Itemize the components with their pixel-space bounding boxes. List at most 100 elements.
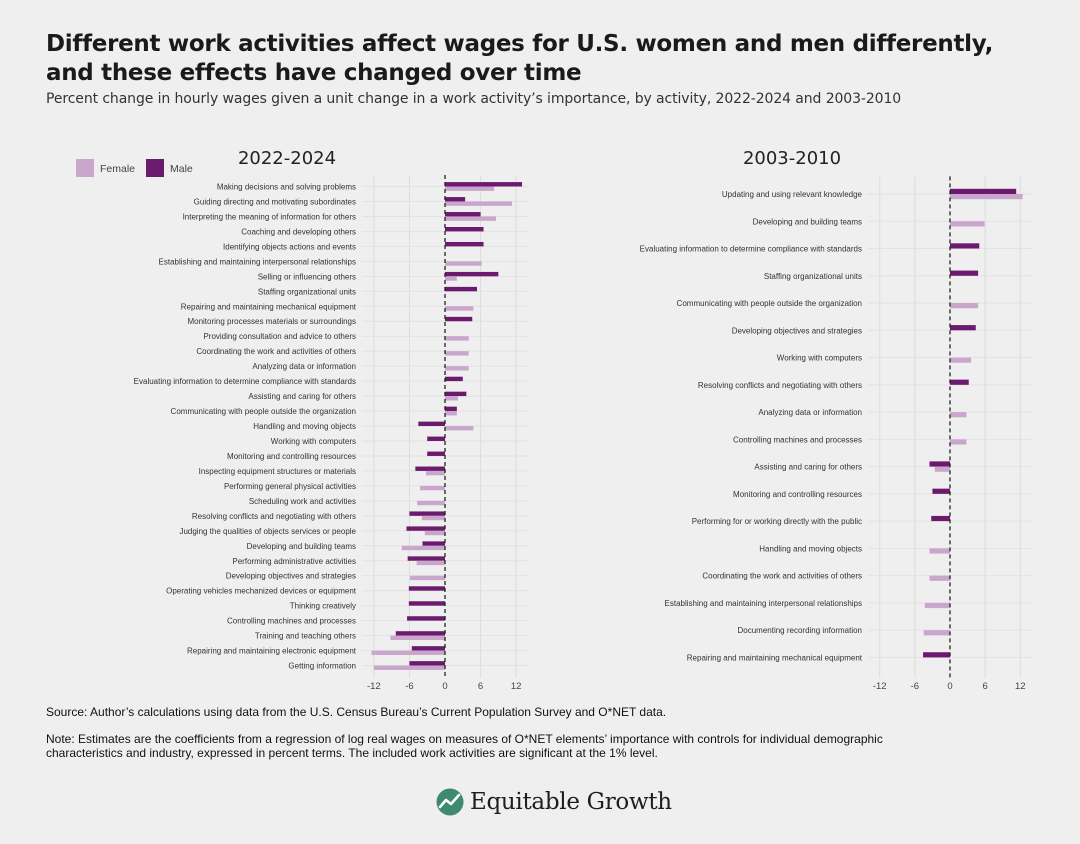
category-label: Developing objectives and strategies (226, 572, 356, 581)
bar-female (416, 560, 445, 566)
bar-male (409, 661, 445, 666)
bar-male (415, 466, 445, 471)
bar-female (445, 276, 457, 281)
bar-female (929, 575, 950, 581)
category-label: Communicating with people outside the or… (677, 299, 862, 308)
category-label: Providing consultation and advice to oth… (203, 332, 356, 341)
bar-male (407, 616, 445, 621)
category-label: Analyzing data or information (758, 408, 862, 417)
category-label: Documenting recording information (737, 626, 862, 635)
category-label: Communicating with people outside the or… (171, 407, 356, 416)
logo-trend-line (438, 793, 461, 809)
bar-female (445, 261, 482, 266)
bar-male (931, 515, 950, 522)
source-note: Source: Author’s calculations using data… (46, 705, 667, 719)
category-label: Monitoring and controlling resources (227, 452, 356, 461)
bar-female (929, 548, 950, 554)
chart-title: Different work activities affect wages f… (46, 31, 994, 86)
bar-male (411, 646, 445, 651)
bar-male (409, 511, 445, 516)
category-label: Monitoring processes materials or surrou… (187, 317, 356, 326)
methodology-note: Note: Estimates are the coefficients fro… (46, 732, 883, 760)
category-label: Evaluating information to determine comp… (134, 377, 356, 386)
category-label: Controlling machines and processes (733, 435, 862, 444)
bar-female (426, 470, 445, 476)
category-label: Working with computers (777, 354, 862, 363)
category-label: Repairing and maintaining mechanical equ… (687, 653, 863, 662)
category-label: Resolving conflicts and negotiating with… (192, 512, 356, 521)
category-label: Assisting and caring for others (248, 392, 356, 401)
bar-female (417, 500, 445, 506)
bar-male (445, 197, 466, 202)
bar-female (410, 575, 445, 581)
bar-female (445, 426, 474, 431)
category-label: Judging the qualities of objects service… (179, 527, 356, 536)
brand-name: Equitable Growth (470, 789, 672, 815)
growth-chart-icon (436, 788, 464, 816)
bar-female (445, 351, 469, 356)
bar-female (445, 366, 469, 371)
bar-female (950, 412, 967, 418)
bar-male (929, 461, 950, 467)
category-label: Training and teaching others (255, 632, 356, 641)
bar-female (950, 357, 972, 363)
bar-female (390, 635, 445, 640)
bar-female (950, 221, 985, 227)
x-tick-label: 6 (982, 681, 987, 692)
bar-male (422, 541, 445, 546)
bar-female (950, 439, 967, 445)
legend-label-female: Female (100, 163, 135, 175)
bar-female (445, 411, 457, 416)
bar-male (395, 631, 445, 636)
bar-male (950, 270, 979, 276)
bar-female (950, 303, 979, 309)
bar-female (371, 650, 445, 655)
bar-male (445, 241, 484, 247)
bar-male (923, 652, 950, 658)
bar-male (427, 451, 445, 456)
category-label: Coordinating the work and activities of … (196, 347, 356, 356)
brand-logo: Equitable Growth (436, 786, 672, 818)
bar-male (445, 227, 484, 232)
chart-area: Female Male 2022-2024 Making decisions and … (76, 148, 1032, 692)
bar-female (373, 665, 445, 670)
bar-female (421, 515, 445, 521)
bar-male (445, 391, 467, 397)
bar-male (950, 325, 976, 331)
category-label: Analyzing data or information (252, 362, 356, 371)
category-label: Identifying objects actions and events (223, 242, 356, 251)
category-label: Updating and using relevant knowledge (722, 190, 863, 199)
panel-title: 2022-2024 (238, 148, 336, 169)
bar-male (445, 286, 478, 292)
category-label: Guiding directing and motivating subordi… (194, 197, 356, 206)
category-label: Staffing organizational units (764, 272, 862, 281)
category-label: Developing and building teams (753, 217, 862, 226)
bar-female (445, 186, 495, 191)
category-label: Monitoring and controlling resources (733, 490, 862, 499)
x-tick-label: 0 (442, 681, 447, 692)
bar-female (401, 545, 445, 551)
bar-male (445, 212, 481, 217)
bar-female (445, 201, 512, 206)
x-tick-label: -6 (911, 681, 919, 692)
bar-male (950, 243, 980, 249)
bar-female (934, 466, 950, 472)
bar-male (445, 182, 523, 187)
x-tick-label: 0 (947, 681, 952, 692)
bar-male (406, 526, 445, 531)
category-label: Making decisions and solving problems (217, 183, 356, 192)
chart-panel-2: 2003-2010 Updating and using relevant kno… (640, 148, 1032, 692)
x-tick-label: -6 (405, 681, 413, 692)
category-label: Repairing and maintaining electronic equ… (187, 647, 357, 656)
category-label: Performing administrative activities (232, 557, 356, 566)
category-label: Developing and building teams (247, 542, 356, 551)
bar-male (445, 406, 457, 412)
category-label: Evaluating information to determine comp… (640, 245, 862, 254)
bar-female (950, 194, 1023, 200)
x-tick-label: 12 (1015, 681, 1026, 692)
bar-female (923, 630, 950, 636)
bar-male (408, 601, 445, 606)
bar-female (420, 485, 445, 491)
x-tick-label: 6 (478, 681, 483, 692)
chart-subtitle: Percent change in hourly wages given a u… (46, 91, 902, 107)
